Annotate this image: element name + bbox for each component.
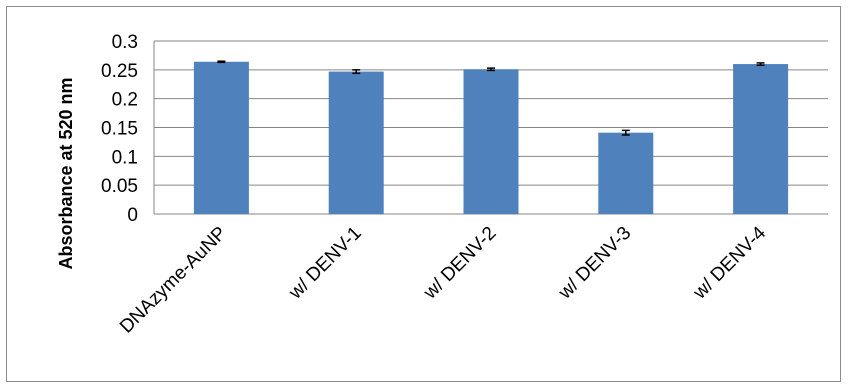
y-tick-labels: 0 0.05 0.1 0.15 0.2 0.25 0.3 [101,32,138,226]
error-bars [217,60,765,136]
x-category-label: w/ DENV-4 [689,222,771,304]
y-tick-label: 0.05 [101,176,138,197]
y-tick-label: 0.1 [112,147,138,168]
y-tick-label: 0.3 [112,32,138,53]
bar [193,61,249,215]
x-category-label: w/ DENV-1 [284,223,365,304]
bar [733,64,789,214]
x-category-label: DNAzyme-AuNP [116,223,231,338]
y-tick-label: 0.15 [101,119,138,140]
y-tick-label: 0.2 [112,90,138,111]
chart-frame [6,6,841,382]
bars [193,61,789,215]
y-tick-label: 0.25 [101,61,138,82]
bar [463,69,519,214]
bar [598,132,654,214]
x-category-labels: DNAzyme-AuNP w/ DENV-1 w/ DENV-2 w/ DENV-3 w… [116,222,770,337]
x-category-label: w/ DENV-3 [554,223,635,304]
x-category-label: w/ DENV-2 [419,223,500,304]
bar [328,71,384,215]
y-tick-label: 0 [127,205,138,226]
y-axis-title: Absorbance at 520 nm [56,77,76,269]
